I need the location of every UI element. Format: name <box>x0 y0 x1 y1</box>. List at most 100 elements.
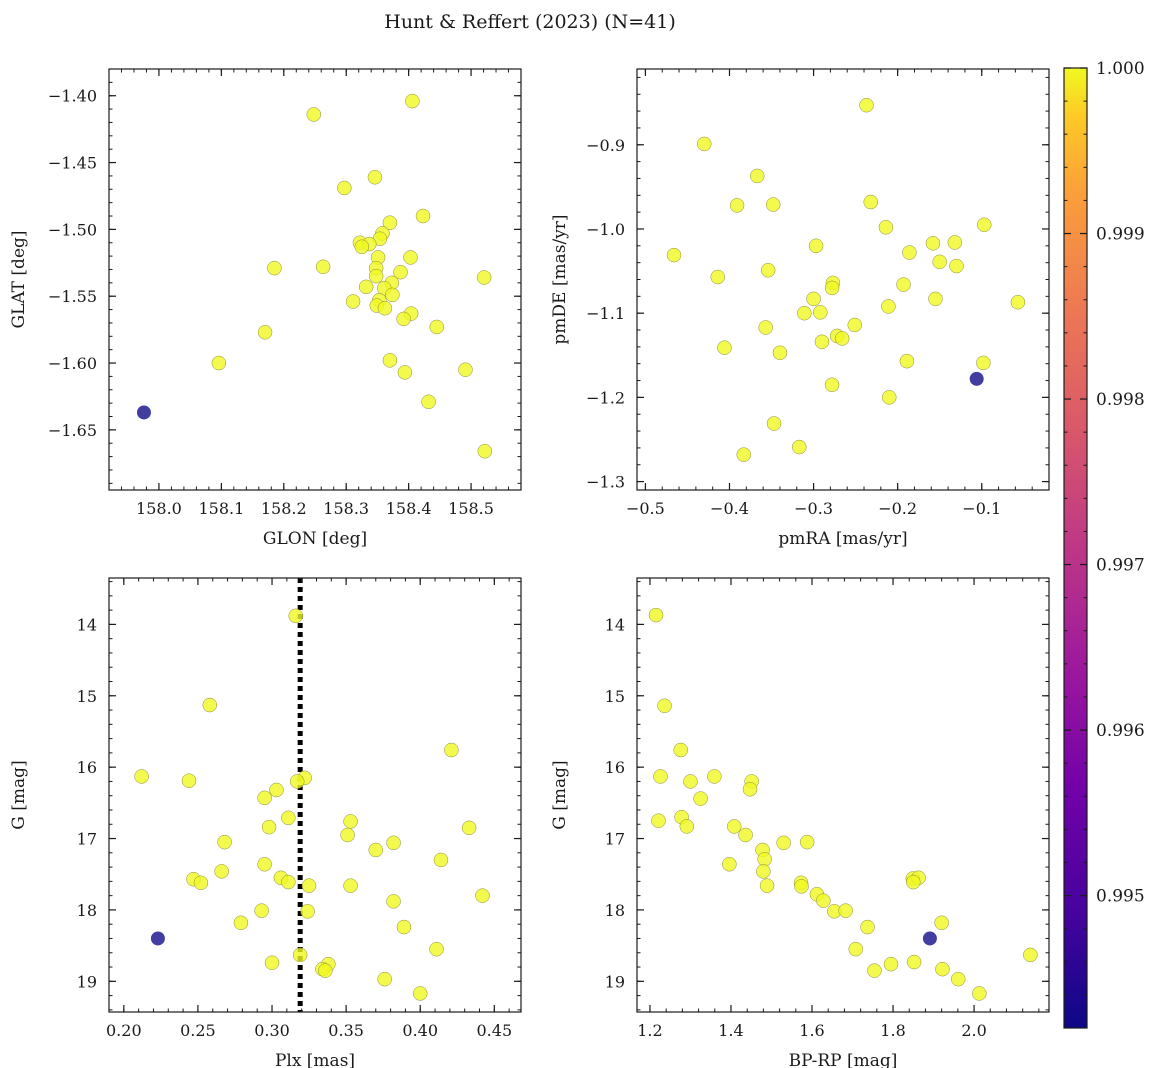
data-point <box>421 394 436 410</box>
data-point <box>824 377 840 392</box>
data-point <box>214 864 229 879</box>
data-point <box>651 813 666 828</box>
data-point <box>951 971 966 987</box>
data-point <box>429 319 444 335</box>
colorbar-tick-label: 0.998 <box>1096 390 1145 410</box>
data-point <box>458 362 473 377</box>
colorbar-tick-label: 0.995 <box>1096 887 1145 907</box>
y-tick-label: −1.2 <box>586 388 625 407</box>
data-point <box>902 245 917 260</box>
data-point <box>368 268 384 284</box>
y-tick-label: −0.9 <box>586 136 625 155</box>
x-tick-label: 0.35 <box>328 1021 364 1040</box>
data-point <box>881 299 896 314</box>
data-point <box>847 317 863 333</box>
y-tick-label: 18 <box>77 901 97 920</box>
data-point <box>765 197 781 212</box>
data-point <box>300 904 315 919</box>
data-point <box>772 345 788 361</box>
data-point <box>267 260 282 276</box>
data-point <box>386 894 401 909</box>
y-axis-label: G [mag] <box>9 760 29 829</box>
x-tick-label: 0.45 <box>477 1021 513 1040</box>
data-point <box>354 239 370 255</box>
data-point <box>697 136 712 152</box>
data-point <box>928 291 943 307</box>
data-point <box>382 215 398 230</box>
y-tick-label: 15 <box>605 687 625 706</box>
data-point <box>337 180 352 196</box>
data-point <box>1023 947 1038 963</box>
data-point <box>947 235 963 250</box>
data-point <box>476 270 492 285</box>
colorbar-ticks: 0.995 0.996 0.997 0.998 0.999 1.000 <box>1064 59 1145 1029</box>
data-point <box>896 277 911 292</box>
y-tick-label: 14 <box>77 615 97 634</box>
data-point <box>429 941 444 957</box>
data-point <box>181 773 197 788</box>
x-axis-label: BP-RP [mag] <box>789 1051 898 1068</box>
data-point <box>358 279 374 295</box>
x-axis-label: GLON [deg] <box>263 529 367 549</box>
data-point <box>797 305 812 321</box>
x-tick-label: 1.4 <box>718 1021 743 1040</box>
data-point <box>288 608 303 624</box>
panel-1: 158.0 158.1 158.2 158.3 158.4 158.5 −1.40 −1.45… <box>9 68 522 549</box>
data-point <box>202 697 218 713</box>
data-point <box>264 955 280 970</box>
data-point <box>710 269 725 285</box>
data-point <box>315 259 331 275</box>
data-point <box>729 198 745 213</box>
data-point <box>257 325 273 340</box>
data-point <box>766 416 782 431</box>
data-point <box>806 291 821 307</box>
data-point <box>976 355 991 371</box>
data-point <box>269 782 284 798</box>
y-tick-label: 17 <box>77 830 97 849</box>
figure-title: Hunt & Reffert (2023) (N=41) <box>384 11 676 33</box>
data-point <box>257 856 272 872</box>
x-tick-label: 1.8 <box>880 1021 905 1040</box>
data-point <box>760 262 776 278</box>
y-tick-label: −1.3 <box>586 473 625 492</box>
y-tick-label: 16 <box>605 758 625 777</box>
y-tick-label: −1.45 <box>48 154 97 173</box>
data-point <box>949 258 964 274</box>
axes-frame <box>636 68 1050 491</box>
y-tick-label: 16 <box>77 758 97 777</box>
y-tick-label: 15 <box>77 687 97 706</box>
data-point <box>972 986 987 1001</box>
data-point <box>306 107 322 122</box>
y-tick-label: 19 <box>605 972 625 991</box>
x-tick-label: 0.30 <box>254 1021 290 1040</box>
data-point <box>281 810 296 826</box>
data-point <box>397 365 413 380</box>
y-tick-label: −1.60 <box>48 354 97 373</box>
data-point <box>813 305 828 320</box>
x-tick-label: 1.6 <box>799 1021 824 1040</box>
data-point <box>254 903 269 918</box>
data-point <box>683 774 698 789</box>
data-point <box>757 851 772 867</box>
data-point <box>899 353 915 369</box>
axes-frame <box>108 577 522 1013</box>
data-point <box>289 774 305 789</box>
x-axis-label: Plx [mas] <box>275 1051 355 1068</box>
data-point <box>415 208 431 224</box>
data-point <box>340 827 355 843</box>
x-tick-label: −0.5 <box>626 499 665 518</box>
data-point <box>883 956 899 972</box>
data-point-low-prob <box>136 405 151 420</box>
x-tick-label: 158.1 <box>198 499 244 518</box>
data-point <box>977 217 992 233</box>
data-point <box>799 834 815 850</box>
x-tick-label: 158.5 <box>448 499 494 518</box>
data-point <box>707 769 722 784</box>
data-point <box>738 827 753 843</box>
data-point <box>792 439 807 455</box>
data-point <box>859 97 874 113</box>
data-point <box>343 814 358 829</box>
colorbar-tick-label: 0.997 <box>1096 556 1145 576</box>
data-point-low-prob <box>969 371 984 386</box>
y-tick-label: 19 <box>77 972 97 991</box>
